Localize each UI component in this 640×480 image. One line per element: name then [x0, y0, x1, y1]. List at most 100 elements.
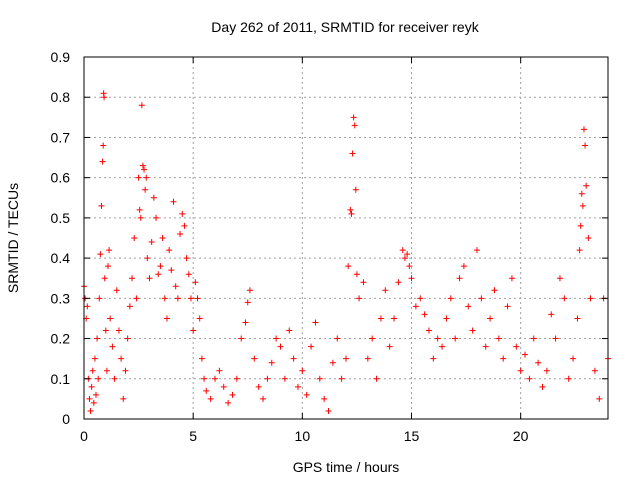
data-point	[508, 275, 515, 282]
data-point	[95, 375, 102, 382]
data-point	[103, 367, 110, 374]
data-point	[495, 335, 502, 342]
data-point	[395, 279, 402, 286]
data-point	[172, 283, 179, 290]
data-point	[574, 315, 581, 322]
data-point	[526, 375, 533, 382]
x-tick-label: 15	[404, 428, 420, 444]
chart-title: Day 262 of 2011, SRMTID for receiver rey…	[211, 19, 479, 35]
data-point	[352, 186, 359, 193]
data-point	[179, 210, 186, 217]
data-point	[141, 166, 148, 173]
data-point	[157, 263, 164, 270]
data-point	[120, 395, 127, 402]
data-point	[543, 367, 550, 374]
data-point	[434, 335, 441, 342]
data-point	[133, 295, 140, 302]
data-point	[126, 303, 133, 310]
data-point	[373, 375, 380, 382]
data-point	[94, 335, 101, 342]
grid	[84, 57, 608, 419]
data-point	[570, 355, 577, 362]
data-point	[530, 335, 537, 342]
data-point	[201, 375, 208, 382]
data-point	[264, 375, 271, 382]
y-tick-label: 0.7	[51, 129, 71, 145]
data-point	[106, 247, 113, 254]
data-point	[99, 158, 106, 165]
y-tick-label: 0.6	[51, 170, 71, 186]
data-point	[369, 335, 376, 342]
data-point	[356, 295, 363, 302]
data-point	[155, 271, 162, 278]
data-point	[478, 295, 485, 302]
data-point	[168, 267, 175, 274]
data-point	[97, 251, 104, 258]
data-point	[351, 122, 358, 129]
data-point	[177, 230, 184, 237]
data-point	[552, 335, 559, 342]
data-point	[399, 247, 406, 254]
data-point	[325, 407, 332, 414]
data-point	[113, 287, 120, 294]
data-point	[513, 343, 520, 350]
data-point	[556, 275, 563, 282]
data-point	[321, 395, 328, 402]
data-point	[260, 395, 267, 402]
data-point	[187, 295, 194, 302]
data-point	[96, 295, 103, 302]
data-point	[139, 162, 146, 169]
y-tick-label: 0.4	[51, 250, 71, 266]
data-point	[150, 194, 157, 201]
data-point	[465, 303, 472, 310]
data-point	[212, 375, 218, 382]
data-point	[312, 319, 319, 326]
data-point	[329, 359, 336, 366]
data-point	[229, 391, 236, 398]
data-point	[105, 263, 112, 270]
data-point	[585, 235, 592, 241]
data-point	[338, 375, 345, 382]
data-point	[87, 407, 94, 414]
data-point	[101, 275, 108, 282]
y-tick-label: 0.1	[51, 371, 71, 387]
data-point	[425, 327, 432, 334]
data-point	[163, 315, 170, 322]
data-point	[129, 275, 136, 282]
data-point	[238, 335, 245, 342]
data-point	[137, 214, 144, 221]
data-point	[84, 303, 91, 310]
data-point	[487, 315, 494, 322]
data-point	[194, 295, 201, 302]
data-point	[109, 343, 116, 350]
data-point	[174, 295, 181, 302]
data-point	[190, 327, 197, 334]
data-point	[251, 355, 258, 362]
x-tick-label: 20	[513, 428, 529, 444]
data-point	[522, 351, 529, 358]
data-point	[107, 315, 114, 322]
data-point	[591, 367, 598, 374]
data-point	[153, 214, 160, 221]
data-point	[548, 311, 555, 318]
data-point	[286, 327, 293, 334]
axis-ticks	[83, 56, 608, 420]
y-axis-label: SRMTID / TECUs	[5, 183, 21, 293]
data-point	[386, 343, 393, 350]
y-tick-label: 0.5	[51, 210, 71, 226]
data-point	[233, 375, 240, 382]
data-point	[430, 355, 437, 362]
data-point	[417, 295, 424, 302]
data-point	[456, 275, 463, 282]
data-point	[303, 391, 310, 398]
data-point	[93, 391, 100, 398]
data-point	[225, 399, 232, 406]
data-point	[138, 102, 145, 109]
data-point	[401, 255, 408, 262]
data-point	[98, 202, 105, 209]
x-tick-label: 5	[189, 428, 197, 444]
data-point	[88, 383, 95, 390]
data-point	[118, 355, 125, 362]
data-point	[474, 247, 480, 254]
